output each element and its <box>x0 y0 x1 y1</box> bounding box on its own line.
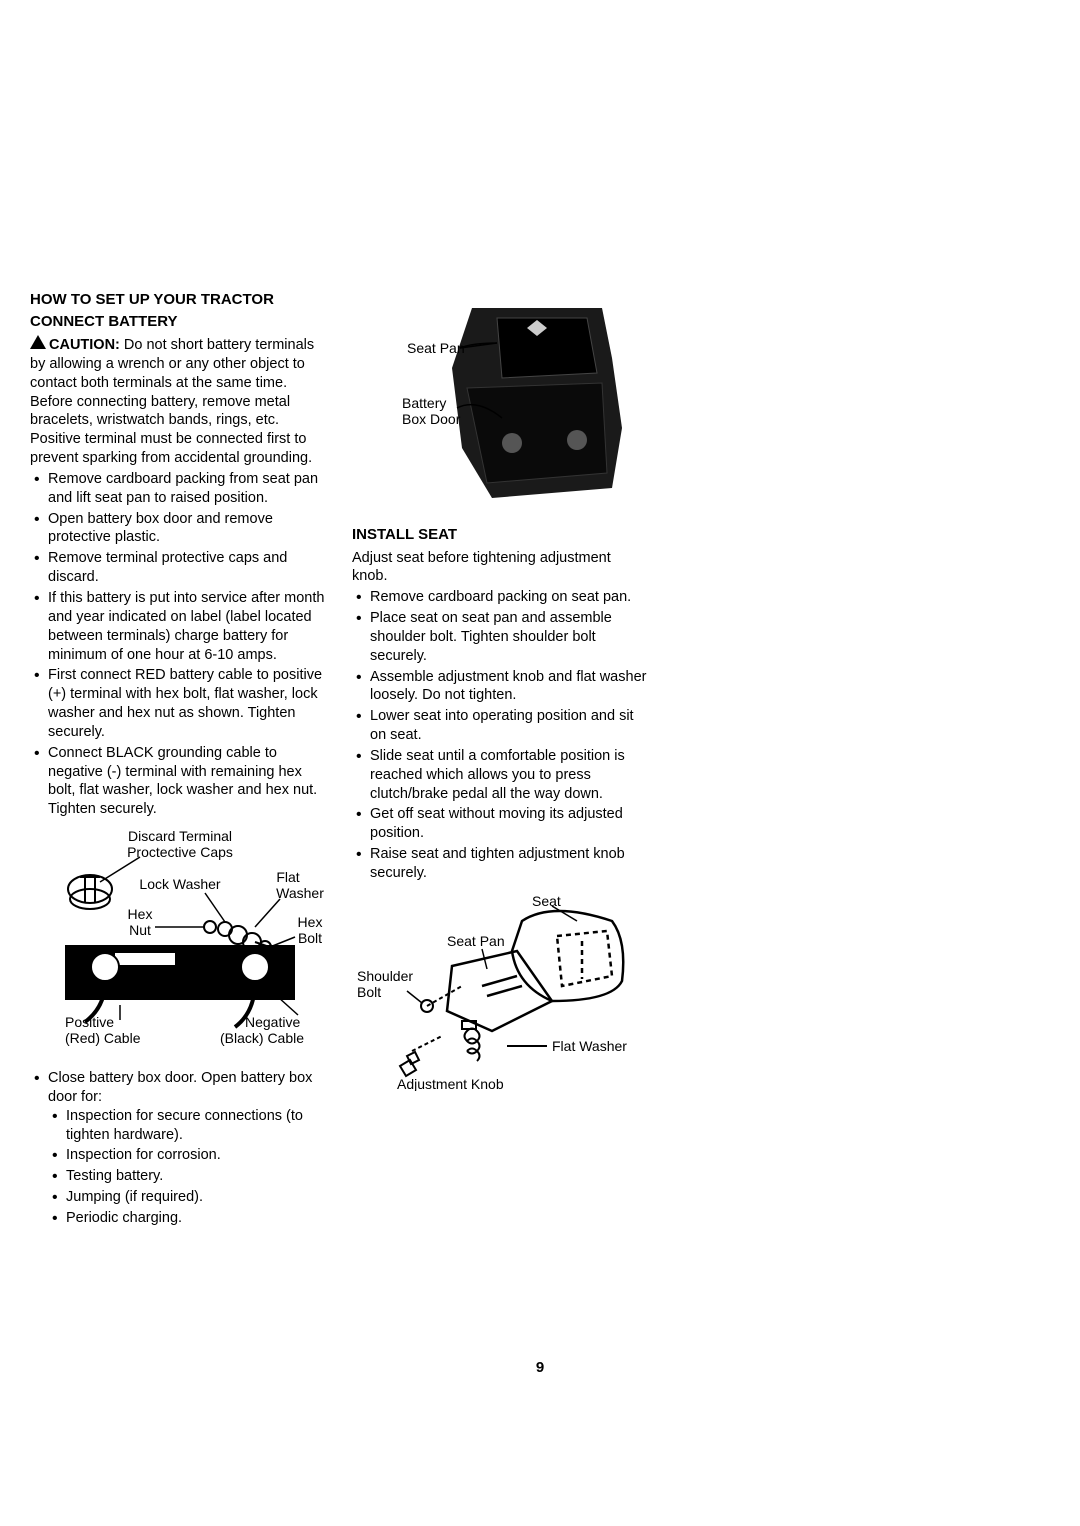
close-door-list: Close battery box door. Open battery box… <box>30 1069 328 1228</box>
list-item: Slide seat until a comfortable position … <box>352 747 650 804</box>
svg-text:Nut: Nut <box>129 922 151 938</box>
list-item: Remove cardboard packing on seat pan. <box>352 588 650 607</box>
list-item: Assemble adjustment knob and flat washer… <box>352 668 650 706</box>
svg-text:Seat Pan: Seat Pan <box>447 933 505 949</box>
connect-battery-steps: Remove cardboard packing from seat pan a… <box>30 470 328 819</box>
svg-text:Hex: Hex <box>298 914 323 930</box>
install-seat-intro: Adjust seat before tightening adjustment… <box>352 549 650 587</box>
seat-assembly-figure: Seat Seat Pan Shoulder Bolt Flat Washer … <box>352 891 650 1091</box>
list-item: Periodic charging. <box>48 1209 328 1228</box>
list-item: Jumping (if required). <box>48 1188 328 1207</box>
list-item: Open battery box door and remove protect… <box>30 510 328 548</box>
battery-terminal-figure: Discard Terminal Proctective Caps Lock W… <box>30 827 328 1057</box>
svg-text:Flat Washer: Flat Washer <box>552 1038 627 1054</box>
svg-text:Lock Washer: Lock Washer <box>139 876 221 892</box>
svg-text:Negative: Negative <box>245 1014 300 1030</box>
seat-pan-photo-figure: Seat Pan Battery Box Door <box>352 298 650 513</box>
install-seat-steps: Remove cardboard packing on seat pan. Pl… <box>352 588 650 883</box>
svg-text:Box Door: Box Door <box>402 411 461 427</box>
svg-text:Shoulder: Shoulder <box>357 968 413 984</box>
caution-paragraph: CAUTION: Do not short battery terminals … <box>30 335 328 468</box>
svg-text:Washer: Washer <box>276 885 324 901</box>
list-item: If this battery is put into service afte… <box>30 589 328 664</box>
list-item: Close battery box door. Open battery box… <box>30 1069 328 1228</box>
list-item: Connect BLACK grounding cable to negativ… <box>30 744 328 819</box>
svg-text:Bolt: Bolt <box>298 930 322 946</box>
caution-text: Do not short battery terminals by allowi… <box>30 337 314 466</box>
svg-text:Hex: Hex <box>128 906 153 922</box>
svg-text:Discard Terminal: Discard Terminal <box>128 828 232 844</box>
section-heading: HOW TO SET UP YOUR TRACTOR <box>30 290 328 310</box>
list-item: Remove cardboard packing from seat pan a… <box>30 470 328 508</box>
svg-text:(Black) Cable: (Black) Cable <box>220 1030 304 1046</box>
list-item: Raise seat and tighten adjustment knob s… <box>352 845 650 883</box>
subsection-heading: CONNECT BATTERY <box>30 312 328 332</box>
caution-label: CAUTION: <box>49 337 120 353</box>
svg-text:Battery: Battery <box>402 395 446 411</box>
page-number: 9 <box>0 1359 1080 1376</box>
svg-text:Positive: Positive <box>65 1014 114 1030</box>
svg-text:Seat: Seat <box>532 893 561 909</box>
list-item: Lower seat into operating position and s… <box>352 707 650 745</box>
list-item: Inspection for secure connections (to ti… <box>48 1107 328 1145</box>
svg-text:Bolt: Bolt <box>357 984 381 1000</box>
install-seat-heading: INSTALL SEAT <box>352 525 650 545</box>
list-item: Get off seat without moving its adjusted… <box>352 805 650 843</box>
list-item: Remove terminal protective caps and disc… <box>30 549 328 587</box>
svg-text:Proctective Caps: Proctective Caps <box>127 844 233 860</box>
list-item: Place seat on seat pan and assemble shou… <box>352 609 650 666</box>
svg-text:Flat: Flat <box>276 869 299 885</box>
svg-text:Adjustment Knob: Adjustment Knob <box>397 1076 504 1091</box>
list-item: Testing battery. <box>48 1167 328 1186</box>
svg-text:(Red) Cable: (Red) Cable <box>65 1030 141 1046</box>
list-item: Inspection for corrosion. <box>48 1146 328 1165</box>
warning-triangle-icon <box>30 335 46 355</box>
list-item: First connect RED battery cable to posit… <box>30 666 328 741</box>
svg-text:Seat Pan: Seat Pan <box>407 340 465 356</box>
